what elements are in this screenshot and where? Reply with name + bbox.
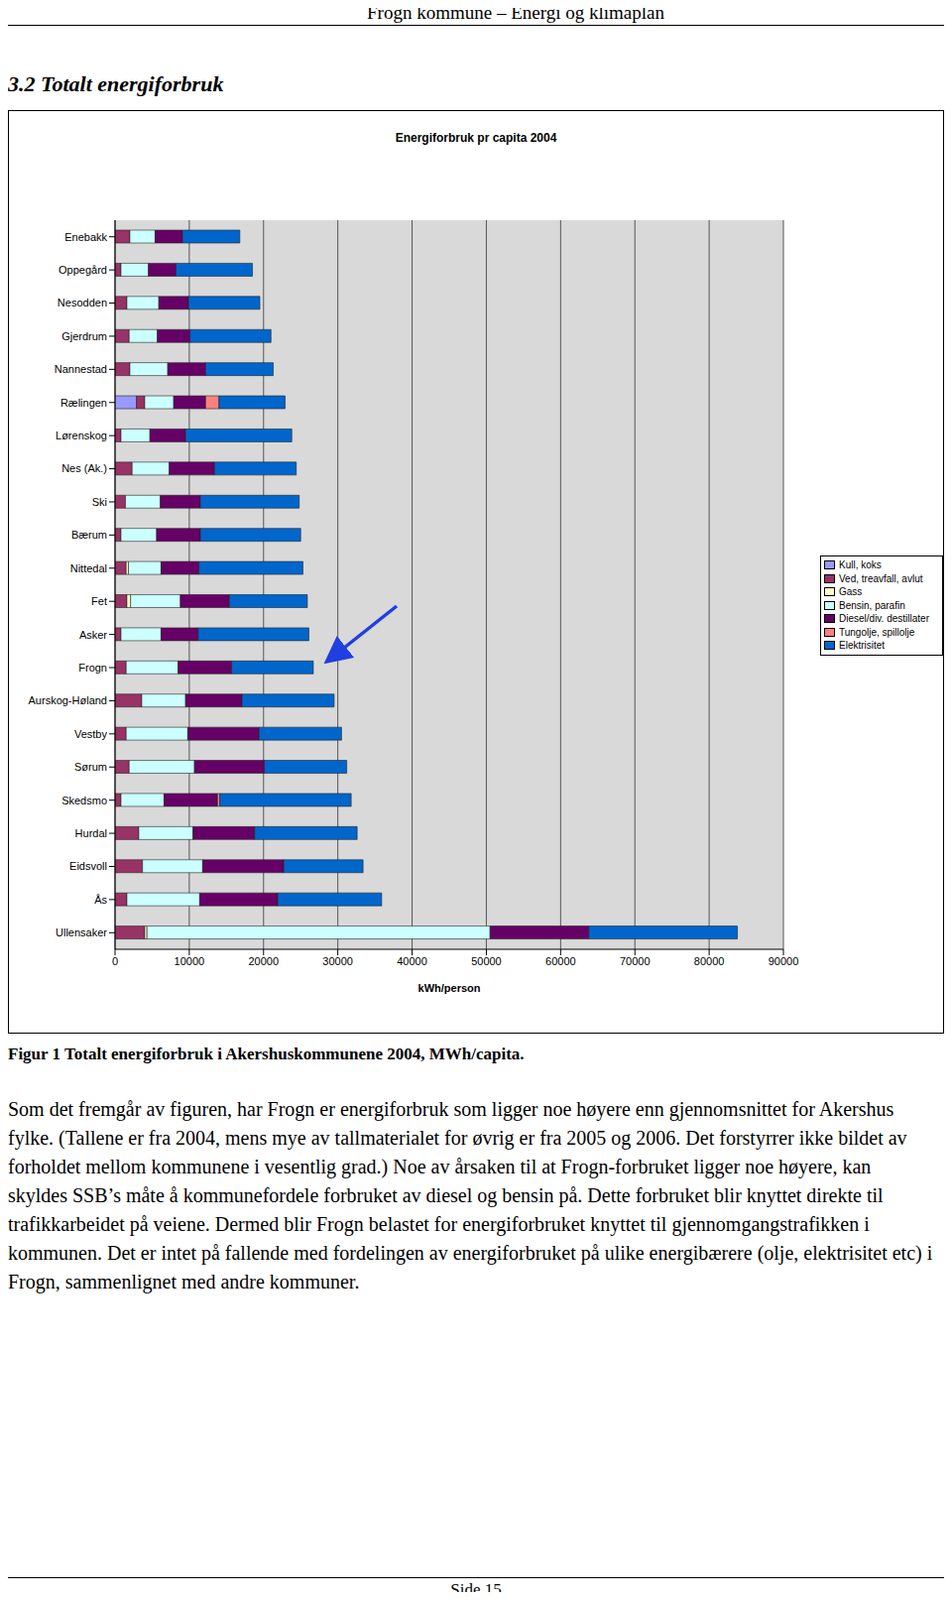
- svg-text:70000: 70000: [619, 954, 651, 967]
- svg-text:10000: 10000: [174, 954, 206, 967]
- html-text:Side 15: Side 15: [450, 1579, 502, 1599]
- svg-text:Fet: Fet: [91, 595, 108, 607]
- svg-text:0: 0: [112, 954, 119, 967]
- svg-text:30000: 30000: [322, 954, 354, 967]
- html-text:Som det fremgår av figuren, ha: Som det fremgår av figuren, har Frogn er…: [7, 1097, 933, 1293]
- html-text:Elektrisitet: Elektrisitet: [838, 639, 885, 651]
- svg-text:Nannestad: Nannestad: [54, 362, 108, 375]
- html-text:Figur 1 Totalt energiforbruk i: Figur 1 Totalt energiforbruk i Akershusk…: [7, 1044, 525, 1064]
- html-text:Diesel/div. destillater: Diesel/div. destillater: [838, 613, 930, 625]
- html-text:Tungolje, spillolje: Tungolje, spillolje: [838, 626, 915, 638]
- svg-text:Sørum: Sørum: [74, 760, 108, 773]
- svg-text:kWh/person: kWh/person: [418, 981, 481, 994]
- html-text:3.2 Totalt energiforbruk: 3.2 Totalt energiforbruk: [7, 71, 224, 97]
- svg-text:Enebakk: Enebakk: [64, 231, 108, 243]
- svg-text:Eidsvoll: Eidsvoll: [69, 859, 108, 872]
- html-text:Gass: Gass: [838, 586, 863, 598]
- svg-text:Lørenskog: Lørenskog: [55, 429, 108, 442]
- html-text:Kull, koks: Kull, koks: [838, 559, 882, 571]
- svg-text:Asker: Asker: [79, 628, 108, 641]
- svg-text:Gjerdrum: Gjerdrum: [61, 330, 108, 343]
- svg-text:90000: 90000: [768, 954, 800, 967]
- svg-text:Ski: Ski: [92, 495, 108, 508]
- svg-text:Nesodden: Nesodden: [57, 296, 108, 309]
- svg-text:80000: 80000: [694, 954, 725, 967]
- svg-text:Nes (Ak.): Nes (Ak.): [61, 462, 108, 475]
- svg-text:40000: 40000: [396, 954, 428, 967]
- svg-text:Ås: Ås: [94, 893, 108, 906]
- svg-text:Oppegård: Oppegård: [58, 263, 108, 276]
- html-text:Frogn kommune – Energi og klim: Frogn kommune – Energi og klimaplan: [366, 1, 665, 23]
- html-text:Ved, treavfall, avlut: Ved, treavfall, avlut: [838, 572, 923, 584]
- svg-text:50000: 50000: [471, 954, 502, 967]
- svg-text:Nittedal: Nittedal: [70, 562, 108, 575]
- svg-text:60000: 60000: [545, 954, 577, 967]
- svg-text:Bærum: Bærum: [71, 528, 108, 541]
- html-text:Energiforbruk pr capita 2004: Energiforbruk pr capita 2004: [395, 130, 557, 145]
- svg-text:Rælingen: Rælingen: [60, 396, 108, 409]
- svg-text:Hurdal: Hurdal: [75, 827, 108, 839]
- svg-text:Frogn: Frogn: [78, 661, 108, 674]
- svg-text:Aurskog-Høland: Aurskog-Høland: [28, 694, 108, 707]
- svg-text:Vestby: Vestby: [74, 727, 109, 740]
- svg-text:Skedsmo: Skedsmo: [61, 794, 108, 807]
- html-text:Bensin, parafin: Bensin, parafin: [838, 599, 906, 611]
- svg-text:Ullensaker: Ullensaker: [55, 926, 108, 939]
- svg-text:20000: 20000: [247, 954, 279, 967]
